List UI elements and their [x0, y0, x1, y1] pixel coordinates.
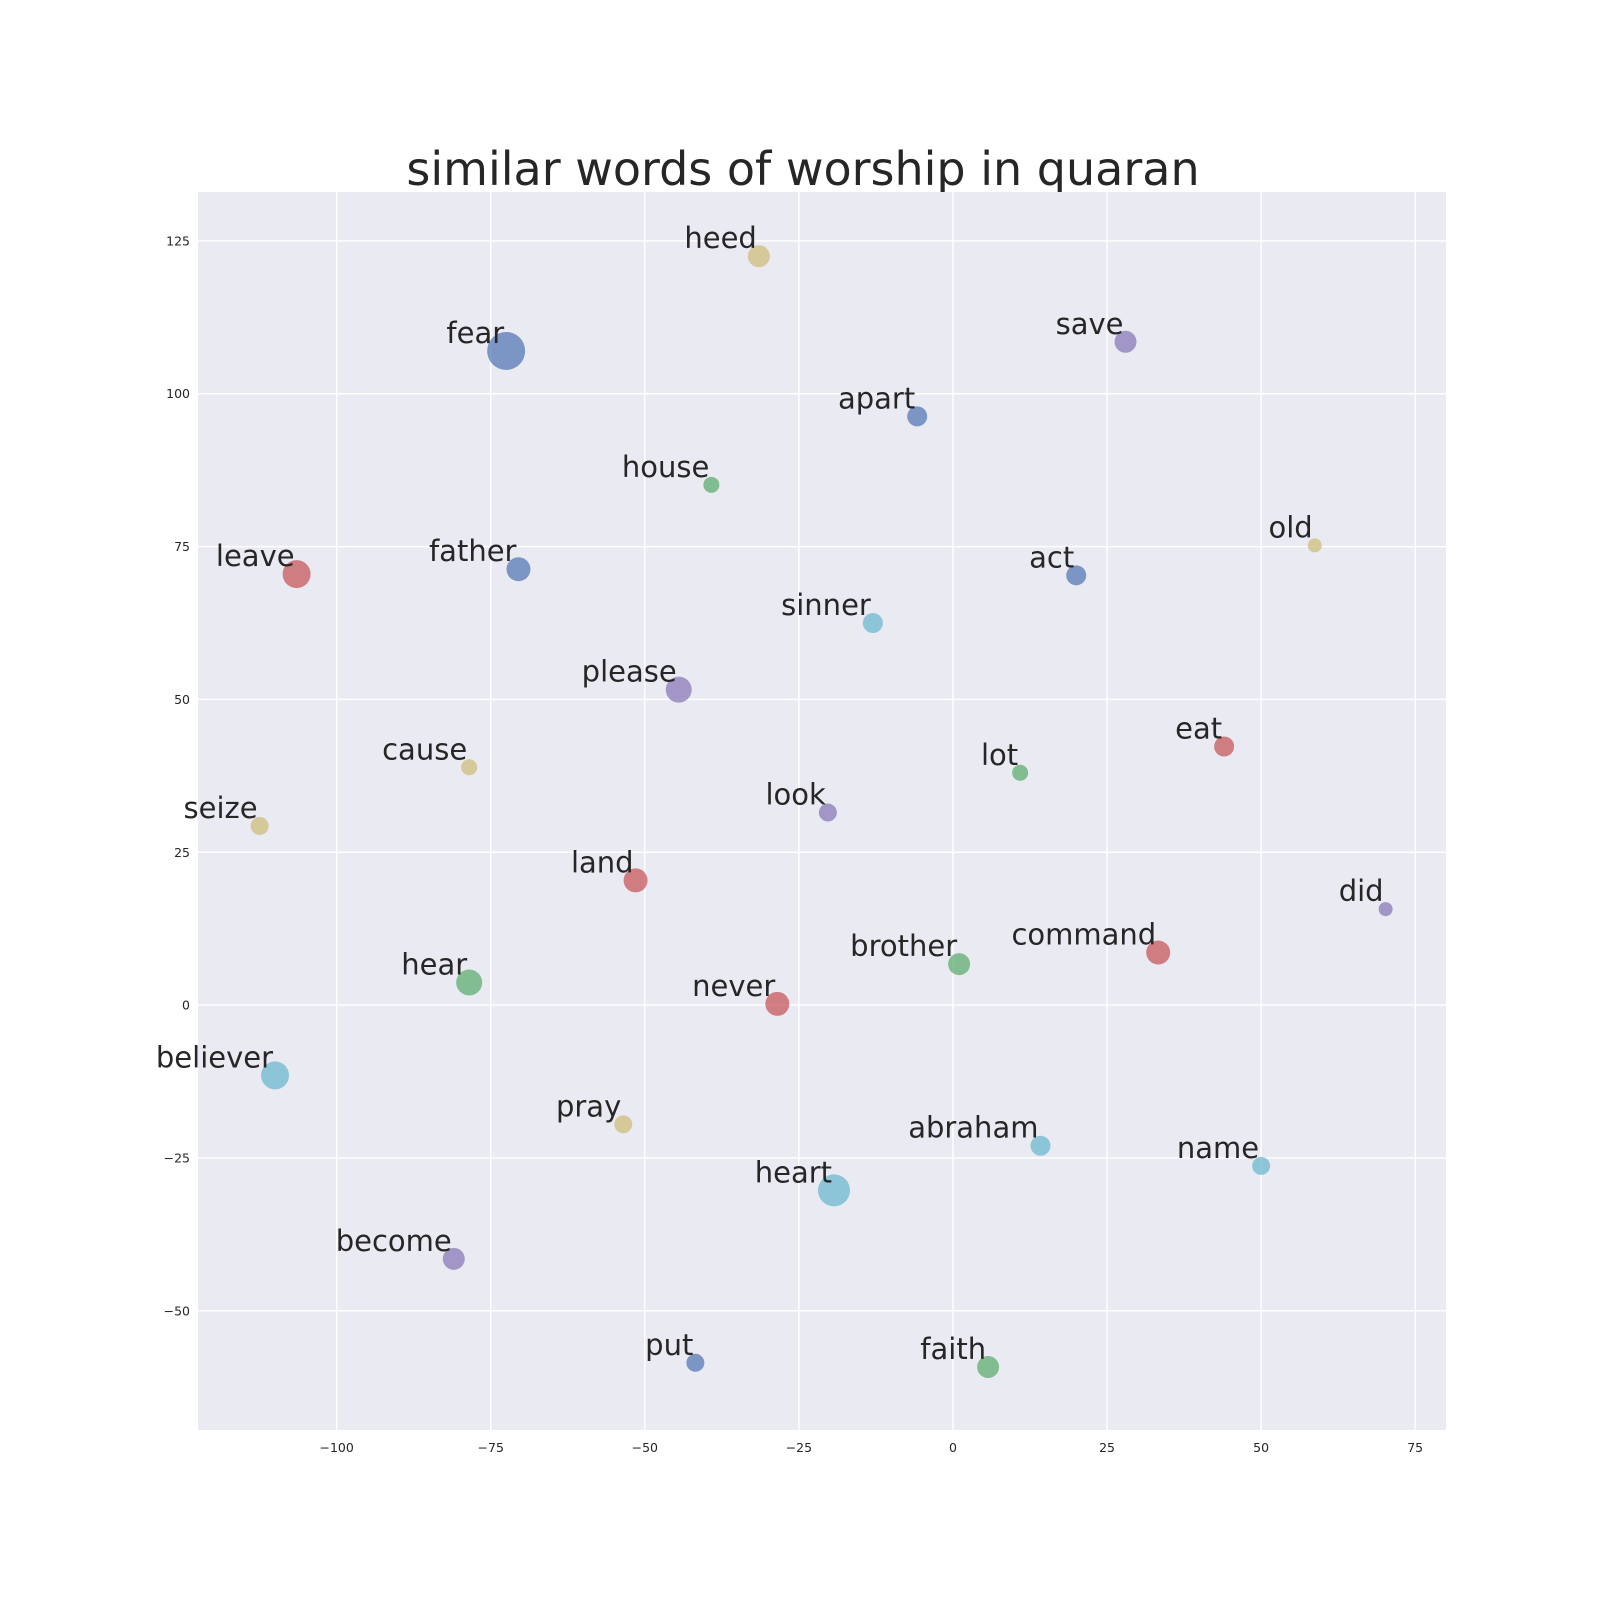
data-point [1146, 940, 1171, 965]
data-point [1378, 902, 1393, 917]
data-point [1012, 764, 1029, 781]
x-tick-label: −50 [632, 1440, 658, 1455]
point-label: brother [850, 929, 957, 963]
data-point [818, 803, 837, 822]
point-label: old [1269, 510, 1313, 544]
point-label: never [692, 969, 775, 1003]
point-label: name [1177, 1131, 1259, 1165]
data-point [1307, 538, 1322, 553]
point-label: seize [184, 791, 258, 825]
data-point [686, 1353, 705, 1372]
grid-lines [198, 192, 1446, 1430]
y-tick-label: 0 [182, 998, 190, 1013]
data-point [1114, 330, 1137, 353]
point-label: act [1029, 540, 1074, 574]
point-label: look [766, 778, 827, 812]
point-label: become [336, 1224, 452, 1258]
x-tick-label: 25 [1099, 1440, 1115, 1455]
point-label: heart [755, 1155, 832, 1189]
data-point [623, 868, 648, 893]
point-label: put [645, 1328, 693, 1362]
data-point [461, 759, 478, 776]
y-tick-label: 100 [166, 386, 190, 401]
point-label: faith [920, 1332, 986, 1366]
data-point [1030, 1135, 1051, 1156]
y-tick-label: 50 [174, 692, 190, 707]
data-point [1066, 565, 1087, 586]
point-label: lot [981, 738, 1018, 772]
x-tick-label: 0 [949, 1440, 957, 1455]
y-tick-label: 25 [174, 845, 190, 860]
point-label: apart [838, 381, 915, 415]
data-point [1252, 1156, 1271, 1175]
point-label: land [571, 845, 634, 879]
point-label: cause [382, 732, 467, 766]
point-label: leave [216, 539, 295, 573]
data-point [948, 953, 971, 976]
data-point [703, 476, 720, 493]
x-tick-label: 75 [1407, 1440, 1423, 1455]
data-point [665, 676, 692, 703]
point-label: believer [156, 1040, 273, 1074]
data-point [487, 331, 526, 370]
tick-labels: −100 −75 −50 −25 0 25 50 75 −50 −25 0 25 50 75 100 125 [164, 233, 1424, 1455]
data-point [765, 991, 790, 1016]
data-point [456, 969, 483, 996]
point-label: command [1011, 918, 1156, 952]
data-point [261, 1061, 290, 1090]
data-point [506, 557, 531, 582]
data-point [818, 1174, 851, 1207]
point-label: save [1056, 307, 1124, 341]
point-label: house [622, 450, 709, 484]
data-point [282, 560, 311, 589]
point-label: heed [684, 221, 756, 255]
data-point [907, 406, 928, 427]
y-tick-label: 125 [166, 233, 190, 248]
y-tick-label: −50 [164, 1303, 190, 1318]
point-label: sinner [781, 588, 871, 622]
y-tick-label: 75 [174, 539, 190, 554]
point-label: eat [1175, 712, 1222, 746]
chart-title: similar words of worship in quaran [406, 142, 1199, 196]
x-tick-label: −25 [786, 1440, 812, 1455]
data-points [250, 245, 1393, 1379]
data-point [977, 1356, 1000, 1379]
data-point [1214, 736, 1235, 757]
x-tick-label: −75 [478, 1440, 504, 1455]
point-label: father [429, 534, 517, 568]
point-label: pray [556, 1089, 621, 1123]
point-label: fear [446, 316, 504, 350]
x-tick-label: −100 [319, 1440, 353, 1455]
data-point [862, 613, 883, 634]
x-tick-label: 50 [1253, 1440, 1269, 1455]
data-point [747, 245, 770, 268]
data-point [250, 816, 269, 835]
data-point [614, 1115, 633, 1134]
point-label: did [1339, 874, 1384, 908]
data-point [442, 1247, 465, 1270]
point-label: hear [401, 947, 467, 981]
point-labels: heed fear save apart house old leave father act s… [156, 221, 1384, 1366]
y-tick-label: −25 [164, 1150, 190, 1165]
point-label: abraham [908, 1111, 1038, 1145]
point-label: please [582, 655, 677, 689]
